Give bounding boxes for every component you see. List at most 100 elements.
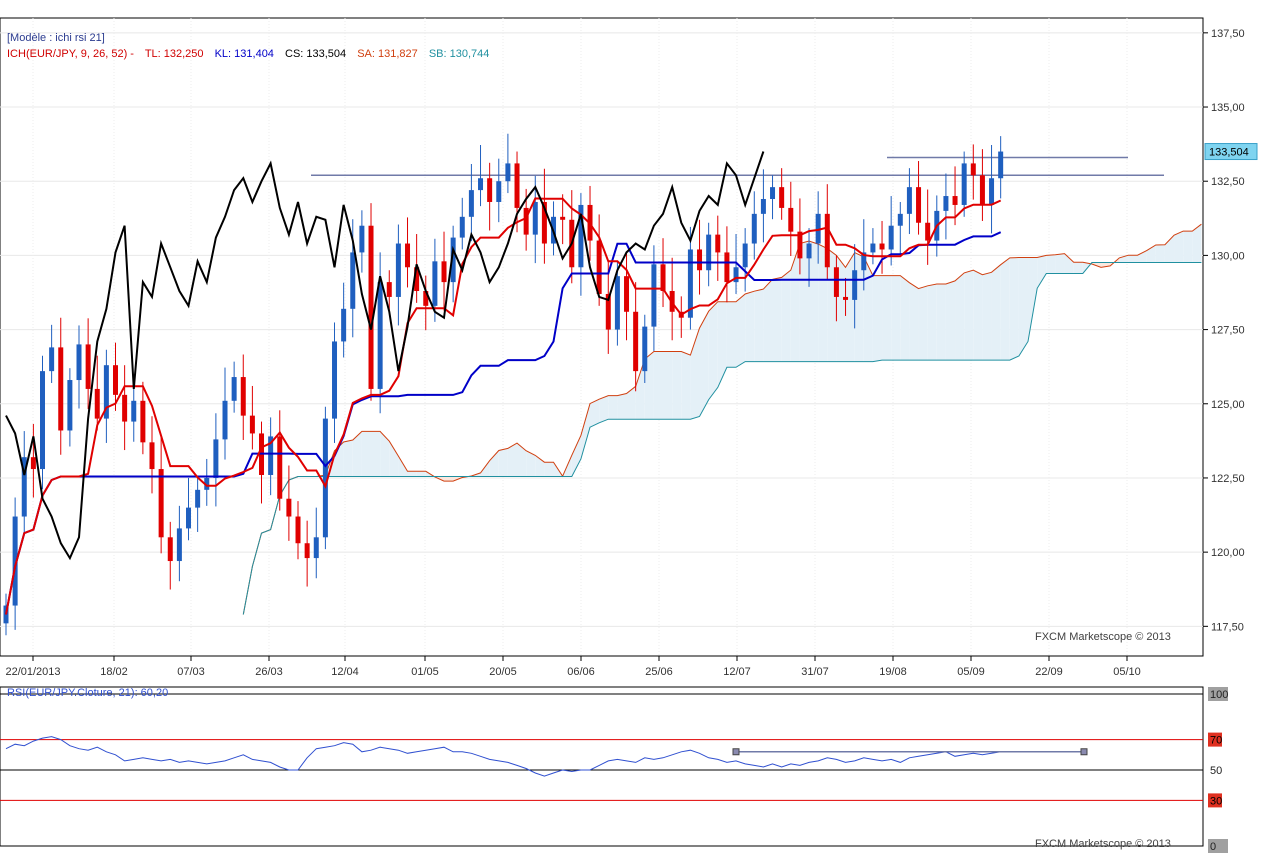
cloud-segment: [653, 351, 664, 420]
cloud-segment: [945, 280, 956, 361]
candle-body: [596, 240, 602, 294]
candle-body: [359, 225, 365, 253]
candle-body: [633, 311, 639, 372]
candle-body: [94, 388, 100, 419]
candle-body: [870, 243, 876, 253]
senkou-a-value: SA: 131,827: [357, 48, 418, 60]
cloud-segment: [745, 291, 755, 362]
y-tick-label: 135,00: [1211, 102, 1245, 114]
x-tick-label: 20/05: [489, 666, 517, 678]
candle-body: [888, 225, 894, 250]
rsi-trend-handle-right: [1080, 748, 1088, 756]
candle-body: [12, 516, 18, 606]
cloud-segment: [964, 270, 974, 361]
candle-body: [742, 243, 748, 268]
cloud-segment: [1046, 254, 1056, 274]
candle-body: [441, 261, 447, 283]
cloud-segment: [626, 386, 636, 420]
cloud-segment: [1110, 257, 1120, 266]
y-tick-label: 130,00: [1211, 250, 1245, 262]
cloud-segment: [526, 450, 536, 477]
candle-body: [268, 436, 274, 475]
cloud-segment: [1174, 231, 1184, 263]
cloud-segment: [681, 351, 691, 420]
candle-body: [30, 457, 36, 470]
y-tick-label: 125,00: [1211, 399, 1245, 411]
candle-body: [21, 457, 27, 517]
y-tick-label: 137,50: [1211, 28, 1245, 40]
candle-body: [131, 400, 137, 422]
candle-body: [952, 196, 958, 205]
candle-body: [423, 291, 429, 306]
cloud-segment: [380, 431, 390, 477]
candle-body: [341, 308, 347, 342]
candle-body: [76, 344, 82, 381]
candle-body: [332, 341, 338, 419]
cloud-segment: [1119, 255, 1129, 263]
cloud-segment: [498, 448, 508, 477]
x-tick-label: 19/08: [879, 666, 907, 678]
candle-body: [40, 371, 46, 470]
candle-body: [140, 400, 146, 443]
rsi-tick-label: 100: [1210, 689, 1228, 701]
candle-body: [58, 347, 64, 431]
cloud-segment: [918, 285, 928, 361]
tenkan-sen-line: [5, 197, 1002, 615]
x-tick-label: 22/09: [1035, 666, 1063, 678]
cloud-segment: [361, 431, 372, 477]
candle-body: [176, 528, 182, 562]
candle-body: [833, 267, 839, 297]
candle-body: [897, 213, 903, 226]
cloud-segment: [772, 277, 782, 362]
candle-body: [806, 243, 812, 259]
cloud-segment: [352, 431, 362, 477]
candle-body: [523, 207, 529, 235]
candle-body: [167, 537, 173, 562]
cloud-segment: [763, 279, 773, 362]
candle-body: [642, 326, 648, 372]
candle-body: [906, 187, 912, 214]
candle-body: [979, 175, 985, 205]
cloud-segment: [863, 256, 873, 362]
cloud-segment: [781, 270, 791, 362]
x-tick-label: 22/01/2013: [5, 666, 60, 678]
candle-body: [496, 181, 502, 202]
cloud-segment: [809, 241, 819, 362]
candle-body: [450, 237, 456, 283]
candle-body: [724, 252, 730, 283]
template-label: [Modèle : ichi rsi 21]: [7, 32, 105, 44]
candle-body: [240, 377, 246, 416]
candle-body: [113, 365, 119, 395]
candle-body: [395, 243, 401, 297]
cloud-segment: [343, 439, 353, 477]
cloud-segment: [389, 441, 399, 477]
cloud-segment: [982, 272, 992, 361]
cloud-segment: [1192, 224, 1202, 263]
indicator-label: ICH(EUR/JPY, 9, 26, 52) -: [7, 48, 134, 60]
y-tick-label: 120,00: [1211, 547, 1245, 559]
cloud-segment: [517, 443, 527, 477]
cloud-segment: [507, 443, 518, 477]
cloud-segment: [608, 395, 618, 420]
cloud-segment: [891, 275, 901, 361]
candle-body: [815, 213, 821, 244]
candle-body: [103, 365, 109, 419]
cloud-segment: [416, 471, 426, 477]
candle-body: [697, 249, 703, 271]
x-tick-label: 01/05: [411, 666, 439, 678]
x-tick-label: 05/10: [1113, 666, 1141, 678]
senkou-b-value: SB: 130,744: [428, 48, 490, 60]
cloud-segment: [991, 264, 1001, 361]
candle-body: [916, 187, 922, 223]
chikou-value: CS: 133,504: [285, 48, 347, 60]
x-tick-label: 25/06: [645, 666, 673, 678]
candle-body: [560, 216, 566, 220]
cloud-segment: [489, 450, 499, 477]
cloud-segment: [599, 395, 609, 423]
x-tick-label: 12/04: [331, 666, 359, 678]
candle-body: [277, 436, 283, 499]
candle-body: [861, 252, 867, 271]
y-tick-label: 122,50: [1211, 473, 1245, 485]
candle-body: [879, 243, 885, 250]
cloud-segment: [1183, 231, 1193, 263]
